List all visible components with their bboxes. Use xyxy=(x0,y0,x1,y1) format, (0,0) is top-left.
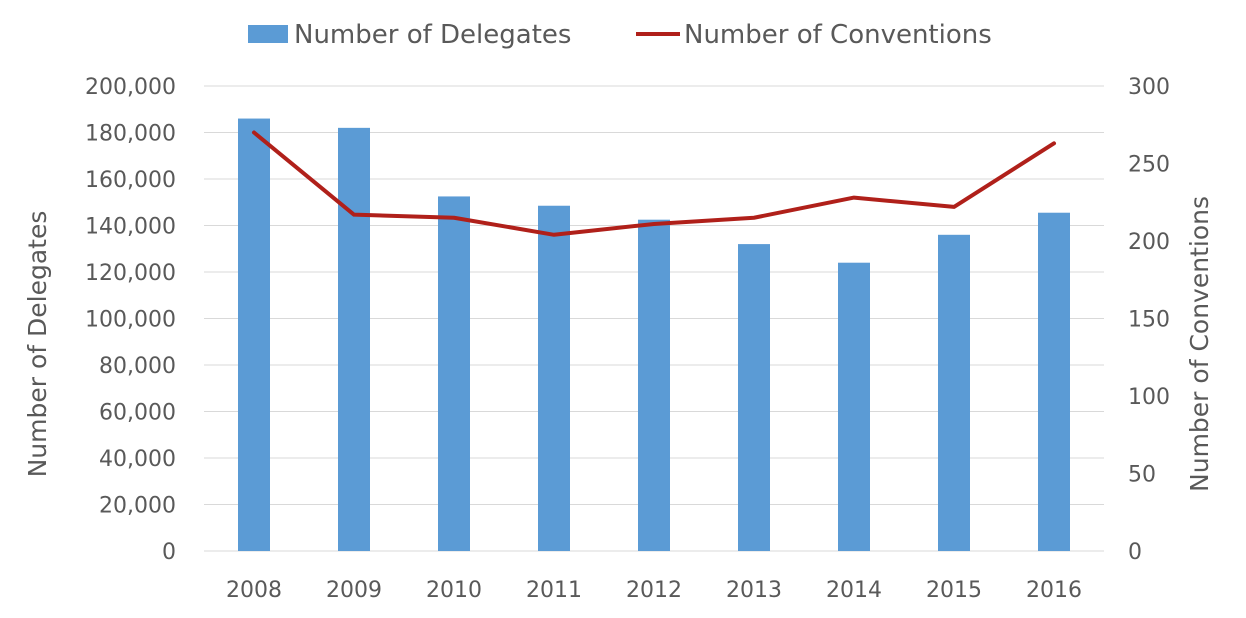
left-tick-label: 0 xyxy=(162,540,176,565)
left-tick-label: 180,000 xyxy=(85,122,176,147)
right-tick-label: 100 xyxy=(1128,385,1170,410)
left-y-axis-ticks: 0 20,000 40,000 60,000 80,000 100,000 120,000 1… xyxy=(85,75,176,565)
right-tick-label: 250 xyxy=(1128,153,1170,178)
left-tick-label: 40,000 xyxy=(99,447,176,472)
bar-delegates-2016 xyxy=(1038,212,1070,551)
right-tick-label: 200 xyxy=(1128,230,1170,255)
x-tick-label: 2016 xyxy=(1026,578,1082,603)
right-tick-label: 300 xyxy=(1128,75,1170,100)
left-tick-label: 200,000 xyxy=(85,75,176,100)
x-tick-label: 2012 xyxy=(626,578,682,603)
right-tick-label: 0 xyxy=(1128,540,1142,565)
left-tick-label: 160,000 xyxy=(85,168,176,193)
x-tick-label: 2014 xyxy=(826,578,882,603)
line-series-conventions xyxy=(252,130,1056,237)
bar-delegates-2009 xyxy=(338,127,370,551)
bar-delegates-2011 xyxy=(538,205,570,552)
x-tick-label: 2008 xyxy=(226,578,282,603)
x-tick-label: 2009 xyxy=(326,578,382,603)
legend-label-conventions: Number of Conventions xyxy=(684,20,992,50)
bar-delegates-2015 xyxy=(938,234,970,552)
left-tick-label: 80,000 xyxy=(99,354,176,379)
bar-delegates-2014 xyxy=(838,262,870,551)
legend: Number of Delegates Number of Convention… xyxy=(248,20,992,50)
left-tick-label: 60,000 xyxy=(99,401,176,426)
left-tick-label: 120,000 xyxy=(85,261,176,286)
left-tick-label: 140,000 xyxy=(85,215,176,240)
right-tick-label: 150 xyxy=(1128,308,1170,333)
x-tick-label: 2011 xyxy=(526,578,582,603)
left-axis-title: Number of Delegates xyxy=(23,211,52,478)
line-conventions xyxy=(252,130,1056,237)
bar-delegates-2008 xyxy=(238,118,270,552)
x-tick-label: 2015 xyxy=(926,578,982,603)
bar-delegates-2010 xyxy=(438,196,470,551)
legend-label-delegates: Number of Delegates xyxy=(294,20,571,50)
x-tick-label: 2010 xyxy=(426,578,482,603)
x-tick-label: 2013 xyxy=(726,578,782,603)
right-tick-label: 50 xyxy=(1128,463,1156,488)
bar-series-delegates xyxy=(238,118,1070,552)
right-y-axis-ticks: 0 50 100 150 200 250 300 xyxy=(1128,75,1170,565)
left-tick-label: 100,000 xyxy=(85,308,176,333)
bar-delegates-2013 xyxy=(738,244,770,551)
right-axis-title: Number of Conventions xyxy=(1185,196,1214,492)
left-tick-label: 20,000 xyxy=(99,494,176,519)
legend-swatch-delegates xyxy=(248,25,288,43)
bar-delegates-2012 xyxy=(638,219,670,551)
x-axis-ticks: 2008 2009 2010 2011 2012 2013 2014 2015 2016 xyxy=(226,578,1082,603)
